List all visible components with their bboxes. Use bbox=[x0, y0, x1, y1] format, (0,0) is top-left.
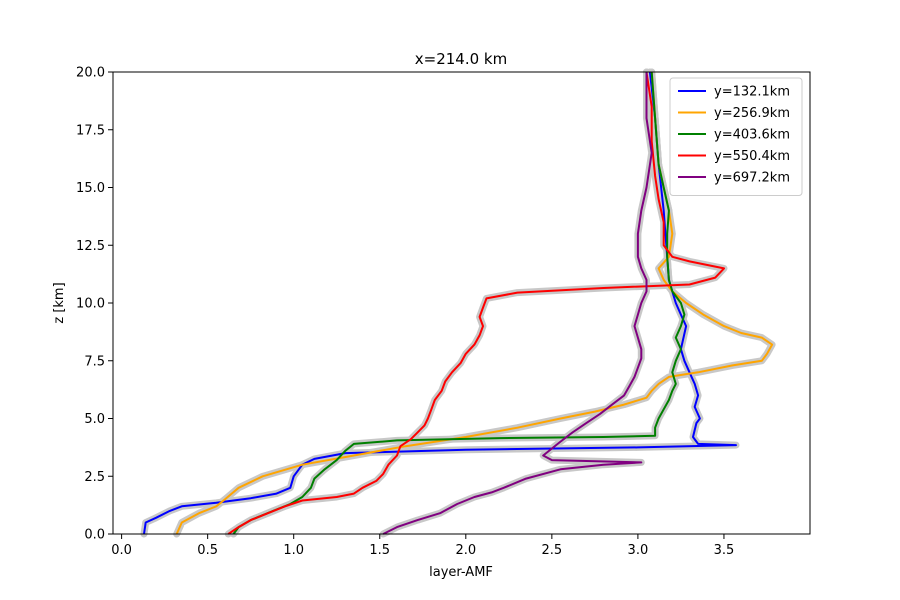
series-line-4 bbox=[227, 71, 725, 535]
series-lines bbox=[143, 71, 774, 535]
y-tick-label: 2.5 bbox=[84, 470, 105, 485]
y-tick-label: 12.5 bbox=[76, 239, 105, 254]
legend-label-1: y=132.1km bbox=[714, 85, 790, 100]
series-line-2 bbox=[175, 71, 774, 535]
chart-title: x=214.0 km bbox=[415, 50, 507, 68]
legend-label-3: y=403.6km bbox=[714, 128, 790, 143]
axes: 0.0 0.5 1.0 1.5 2.0 2.5 3.0 3.5 0.0 2.5 5.0 7.5 10.0… bbox=[76, 66, 811, 558]
series-line-3 bbox=[232, 71, 686, 535]
legend-label-4: y=550.4km bbox=[714, 149, 790, 164]
legend-label-5: y=697.2km bbox=[714, 171, 790, 186]
legend: y=132.1km y=256.9km y=403.6km y=550.4km y=69… bbox=[669, 77, 803, 196]
y-tick-label: 5.0 bbox=[84, 412, 105, 427]
y-tick-label: 15.0 bbox=[76, 181, 105, 196]
y-tick-label: 17.5 bbox=[76, 123, 105, 138]
x-tick-label: 1.5 bbox=[369, 543, 390, 558]
y-axis-label: z [km] bbox=[52, 282, 67, 323]
legend-box bbox=[669, 77, 803, 196]
x-tick-label: 0.5 bbox=[197, 543, 218, 558]
x-tick-label: 0.0 bbox=[111, 543, 132, 558]
y-tick-label: 20.0 bbox=[76, 66, 105, 81]
y-tick-label: 7.5 bbox=[84, 354, 105, 369]
series-line-5 bbox=[382, 72, 653, 535]
x-axis-label: layer-AMF bbox=[429, 565, 493, 580]
x-tick-label: 3.0 bbox=[628, 543, 649, 558]
x-tick-label: 3.5 bbox=[714, 543, 735, 558]
x-tick-label: 2.5 bbox=[542, 543, 563, 558]
y-tick-label: 10.0 bbox=[76, 297, 105, 312]
y-tick-label: 0.0 bbox=[84, 528, 105, 543]
x-tick-label: 1.0 bbox=[283, 543, 304, 558]
legend-label-2: y=256.9km bbox=[714, 106, 790, 121]
x-tick-label: 2.0 bbox=[455, 543, 476, 558]
